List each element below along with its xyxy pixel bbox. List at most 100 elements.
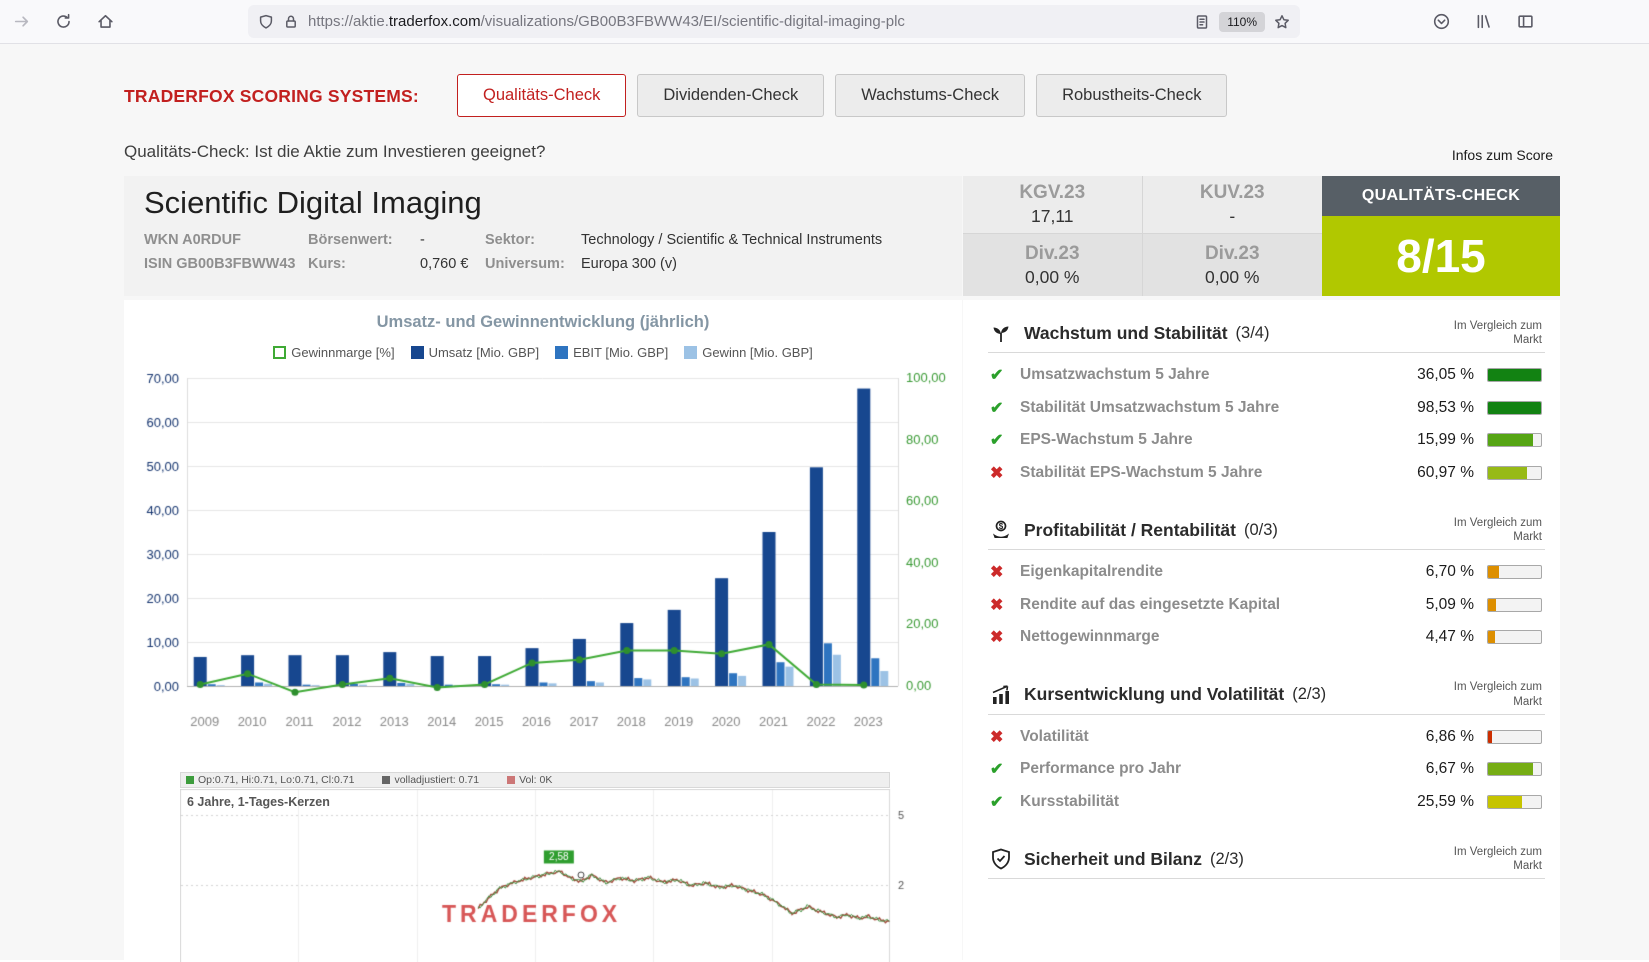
market-compare-bar bbox=[1487, 368, 1542, 383]
kgv-label: KGV.23 bbox=[1019, 182, 1086, 203]
criterion-label: Rendite auf das eingesetzte Kapital bbox=[1020, 595, 1281, 613]
criterion-label: Eigenkapitalrendite bbox=[1020, 563, 1163, 581]
criterion-label: Kursstabilität bbox=[1020, 792, 1120, 810]
infos-zum-score-link[interactable]: Infos zum Score bbox=[1451, 147, 1553, 163]
section-title: Profitabilität / Rentabilität bbox=[1024, 519, 1236, 540]
quality-check-score: 8/15 bbox=[1322, 216, 1560, 296]
section-score: (2/3) bbox=[1209, 849, 1244, 868]
score-section-3: Kursentwicklung und Volatilität (2/3) Im V… bbox=[963, 678, 1560, 819]
legend-item: Gewinn [Mio. GBP] bbox=[684, 345, 813, 360]
reader-view-icon[interactable] bbox=[1194, 14, 1210, 30]
metrics-grid: KGV.23 17,11 KUV.23 - Div.23 0,00 % Div.… bbox=[963, 176, 1322, 296]
price-legend-item: volladjustiert: 0.71 bbox=[382, 774, 479, 786]
money-hands-icon: $ bbox=[990, 518, 1014, 542]
score-section-1: Wachstum und Stabilität (3/4) Im Vergleich… bbox=[963, 316, 1560, 489]
market-compare-bar bbox=[1487, 465, 1542, 480]
criterion-value: 4,47 % bbox=[1425, 628, 1474, 646]
score-panel: Wachstum und Stabilität (3/4) Im Vergleich… bbox=[963, 300, 1560, 960]
market-compare-bar bbox=[1487, 729, 1542, 744]
bookmark-star-icon[interactable] bbox=[1274, 14, 1290, 30]
scoring-tabs: Qualitäts-Check Dividenden-Check Wachstums… bbox=[457, 74, 1228, 117]
url-scheme: https:// bbox=[308, 13, 354, 30]
compare-note: Im Vergleich zum Markt bbox=[1453, 681, 1542, 708]
div-left-value: 0,00 % bbox=[1025, 266, 1080, 287]
check-icon: ✔ bbox=[990, 761, 1004, 779]
market-compare-bar bbox=[1487, 597, 1542, 612]
criterion-label: Nettogewinnmarge bbox=[1020, 628, 1160, 646]
tab-qualit-ts-check[interactable]: Qualitäts-Check bbox=[457, 74, 627, 117]
library-icon[interactable] bbox=[1470, 8, 1497, 35]
shield-check-icon bbox=[990, 847, 1014, 871]
legend-item: Umsatz [Mio. GBP] bbox=[410, 345, 539, 360]
home-icon[interactable] bbox=[92, 8, 119, 35]
market-compare-bar bbox=[1487, 630, 1542, 645]
tab-dividenden-check[interactable]: Dividenden-Check bbox=[637, 74, 825, 117]
forward-icon[interactable] bbox=[8, 8, 35, 35]
section-header: Sicherheit und Bilanz (2/3) Im Vergleich z… bbox=[990, 842, 1542, 876]
score-section-2: $ Profitabilität / Rentabilität (0/3) Im Ve… bbox=[963, 513, 1560, 654]
chart-title: Umsatz- und Gewinnentwicklung (jährlich) bbox=[376, 313, 710, 331]
tab-robustheits-check[interactable]: Robustheits-Check bbox=[1036, 74, 1228, 117]
stock-name: Scientific Digital Imaging bbox=[144, 185, 482, 220]
criterion-value: 6,86 % bbox=[1425, 727, 1474, 745]
check-icon: ✔ bbox=[990, 367, 1004, 385]
criterion-value: 60,97 % bbox=[1417, 463, 1474, 481]
compare-note: Im Vergleich zum Markt bbox=[1453, 516, 1542, 543]
section-title: Wachstum und Stabilität bbox=[1024, 322, 1228, 343]
quality-check-title: QUALITÄTS-CHECK bbox=[1322, 176, 1560, 216]
pocket-icon[interactable] bbox=[1428, 8, 1455, 35]
market-compare-bar bbox=[1487, 794, 1542, 809]
criterion-value: 98,53 % bbox=[1417, 398, 1474, 416]
revenue-earnings-chart bbox=[124, 368, 962, 768]
section-score: (0/3) bbox=[1243, 520, 1278, 539]
sprout-icon bbox=[990, 321, 1014, 345]
legend-item: EBIT [Mio. GBP] bbox=[555, 345, 668, 360]
price-legend-item: Op:0.71, Hi:0.71, Lo:0.71, Cl:0.71 bbox=[186, 774, 354, 786]
div-left-label: Div.23 bbox=[1024, 242, 1080, 264]
score-item: ✔ Kursstabilität 25,59 % bbox=[963, 786, 1560, 819]
compare-note: Im Vergleich zum Markt bbox=[1453, 319, 1542, 346]
url-bar[interactable]: https://aktie.traderfox.com/visualizatio… bbox=[248, 5, 1300, 38]
score-section-4: Sicherheit und Bilanz (2/3) Im Vergleich z… bbox=[963, 842, 1560, 885]
x-icon: ✖ bbox=[990, 464, 1004, 482]
sidebar-icon[interactable] bbox=[1512, 8, 1539, 35]
div-right-value: 0,00 % bbox=[1205, 266, 1260, 287]
wkn-label: WKN A0RDUF bbox=[144, 232, 241, 248]
legend-swatch bbox=[410, 346, 424, 359]
boersenwert-value: - bbox=[420, 232, 425, 248]
score-item: ✖ Nettogewinnmarge 4,47 % bbox=[963, 621, 1560, 654]
criterion-label: Performance pro Jahr bbox=[1020, 760, 1182, 778]
tracking-shield-icon[interactable] bbox=[258, 14, 274, 30]
kuv-value: - bbox=[1229, 206, 1236, 226]
check-icon: ✔ bbox=[990, 793, 1004, 811]
market-compare-bar bbox=[1487, 400, 1542, 415]
kurs-label: Kurs: bbox=[308, 256, 346, 272]
score-item: ✖ Eigenkapitalrendite 6,70 % bbox=[963, 556, 1560, 589]
price-legend-swatch bbox=[382, 776, 391, 784]
chart-card: Umsatz- und Gewinnentwicklung (jährlich)… bbox=[124, 300, 962, 962]
divider bbox=[988, 713, 1545, 715]
stock-info-card: Scientific Digital Imaging WKN A0RDUF IS… bbox=[124, 176, 962, 296]
price-chart-period-label: 6 Jahre, 1-Tages-Kerzen bbox=[187, 795, 330, 809]
browser-chrome: https://aktie.traderfox.com/visualizatio… bbox=[0, 0, 1649, 44]
section-header: Kursentwicklung und Volatilität (2/3) Im V… bbox=[990, 678, 1542, 712]
lock-icon[interactable] bbox=[283, 14, 299, 30]
divider bbox=[988, 549, 1545, 550]
x-icon: ✖ bbox=[990, 728, 1004, 746]
div-right-label: Div.23 bbox=[1204, 242, 1260, 264]
criterion-label: Stabilität Umsatzwachstum 5 Jahre bbox=[1020, 398, 1280, 416]
tab-wachstums-check[interactable]: Wachstums-Check bbox=[835, 74, 1026, 117]
criterion-value: 6,70 % bbox=[1425, 563, 1474, 581]
section-score: (2/3) bbox=[1292, 685, 1327, 703]
kuv-label: KUV.23 bbox=[1199, 182, 1265, 203]
isin-label: ISIN GB00B3FBWW43 bbox=[144, 256, 296, 272]
score-item: ✔ Umsatzwachstum 5 Jahre 36,05 % bbox=[963, 359, 1560, 392]
zoom-indicator[interactable]: 110% bbox=[1219, 11, 1265, 32]
market-compare-bar bbox=[1487, 762, 1542, 777]
boersenwert-label: Börsenwert: bbox=[308, 232, 393, 248]
criterion-value: 15,99 % bbox=[1417, 431, 1474, 449]
legend-item: Gewinnmarge [%] bbox=[273, 345, 395, 360]
reload-icon[interactable] bbox=[50, 8, 77, 35]
score-item: ✔ EPS-Wachstum 5 Jahre 15,99 % bbox=[963, 424, 1560, 457]
market-compare-bar bbox=[1487, 433, 1542, 448]
